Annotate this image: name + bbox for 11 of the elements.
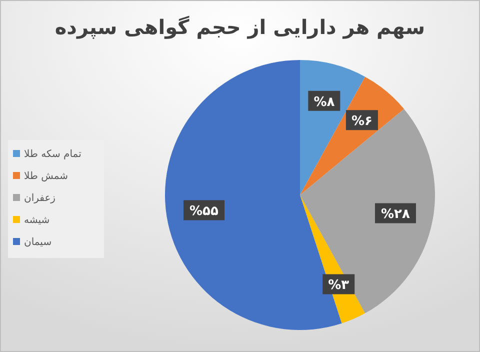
data-label: %۶: [351, 114, 372, 130]
legend-label: سیمان: [24, 237, 52, 248]
chart-title: سهم هر دارایی از حجم گواهی سپرده: [54, 15, 426, 39]
data-label: %۵۵: [190, 204, 219, 220]
data-label: %۲۸: [381, 207, 410, 222]
legend-label: شیشه: [24, 215, 50, 226]
legend-label: زعفران: [24, 193, 56, 204]
legend-label: تمام سکه طلا: [24, 149, 82, 160]
data-label: %۳: [328, 278, 350, 294]
legend-label: شمش طلا: [24, 171, 68, 182]
data-label: %۸: [314, 94, 335, 110]
